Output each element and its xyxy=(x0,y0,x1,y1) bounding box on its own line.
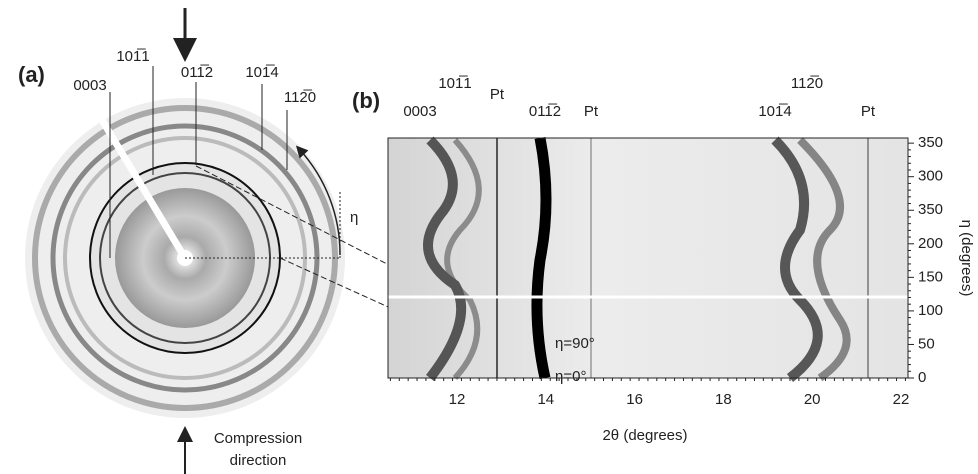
peak-label: Pt xyxy=(490,86,505,103)
peak-label: 101̅4 xyxy=(758,103,791,120)
x-tick-label: 16 xyxy=(626,391,643,408)
y-tick-label: 350 xyxy=(918,201,943,218)
peak-label: Pt xyxy=(584,103,599,120)
ring-label: 112̅0 xyxy=(284,89,316,106)
y-tick-label: 300 xyxy=(918,168,943,185)
peak-label: 112̅0 xyxy=(791,75,823,92)
y-tick-label: 50 xyxy=(918,335,935,352)
x-tick-label: 18 xyxy=(715,391,732,408)
diffraction-pattern xyxy=(25,8,546,474)
ring-label: 0003 xyxy=(73,77,106,94)
annotation: η=0° xyxy=(555,368,586,385)
panel-label: (b) xyxy=(352,88,380,113)
x-tick-label: 14 xyxy=(537,391,554,408)
y-tick-label: 200 xyxy=(918,235,943,252)
peak-label: 011̅2 xyxy=(529,103,561,120)
compression-label: direction xyxy=(230,452,287,469)
peak-label: 101̅1 xyxy=(438,75,471,92)
x-tick-label: 20 xyxy=(804,391,821,408)
x-axis-label: 2θ (degrees) xyxy=(602,427,687,444)
eta-label: η xyxy=(350,209,358,226)
y-tick-label: 0 xyxy=(918,369,926,386)
ring-label: 011̅2 xyxy=(181,64,213,81)
y-axis-label: η (degrees) xyxy=(958,220,975,297)
x-tick-label: 22 xyxy=(893,391,910,408)
peak-label: 0003 xyxy=(403,103,436,120)
y-tick-label: 350 xyxy=(918,134,943,151)
compression-label: Compression xyxy=(214,430,302,447)
panel-label: (a) xyxy=(18,62,45,87)
peak-label: Pt xyxy=(861,103,876,120)
annotation: η=90° xyxy=(555,335,595,352)
diffraction-image xyxy=(387,136,909,382)
ring-label: 101̅4 xyxy=(245,64,278,81)
x-tick-label: 12 xyxy=(449,391,466,408)
ring-label: 101̅1 xyxy=(116,48,149,65)
y-tick-label: 100 xyxy=(918,302,943,319)
y-tick-label: 150 xyxy=(918,268,943,285)
